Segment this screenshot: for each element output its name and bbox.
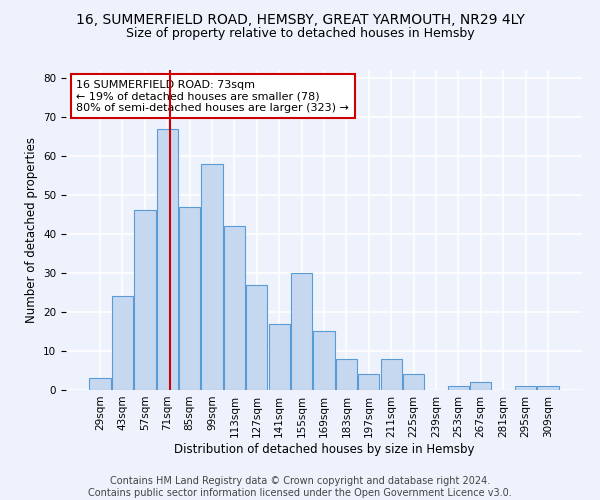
X-axis label: Distribution of detached houses by size in Hemsby: Distribution of detached houses by size …	[174, 442, 474, 456]
Bar	[358, 374, 379, 390]
Bar	[515, 386, 536, 390]
Bar	[246, 284, 268, 390]
Bar	[313, 332, 335, 390]
Bar	[336, 359, 357, 390]
Bar	[224, 226, 245, 390]
Bar	[179, 206, 200, 390]
Bar	[269, 324, 290, 390]
Bar	[537, 386, 559, 390]
Bar	[403, 374, 424, 390]
Bar	[380, 359, 402, 390]
Y-axis label: Number of detached properties: Number of detached properties	[25, 137, 38, 323]
Text: 16 SUMMERFIELD ROAD: 73sqm
← 19% of detached houses are smaller (78)
80% of semi: 16 SUMMERFIELD ROAD: 73sqm ← 19% of deta…	[76, 80, 349, 113]
Bar	[134, 210, 155, 390]
Text: Size of property relative to detached houses in Hemsby: Size of property relative to detached ho…	[125, 28, 475, 40]
Bar	[112, 296, 133, 390]
Bar	[291, 273, 312, 390]
Bar	[157, 128, 178, 390]
Text: 16, SUMMERFIELD ROAD, HEMSBY, GREAT YARMOUTH, NR29 4LY: 16, SUMMERFIELD ROAD, HEMSBY, GREAT YARM…	[76, 12, 524, 26]
Bar	[202, 164, 223, 390]
Bar	[89, 378, 111, 390]
Text: Contains HM Land Registry data © Crown copyright and database right 2024.
Contai: Contains HM Land Registry data © Crown c…	[88, 476, 512, 498]
Bar	[470, 382, 491, 390]
Bar	[448, 386, 469, 390]
